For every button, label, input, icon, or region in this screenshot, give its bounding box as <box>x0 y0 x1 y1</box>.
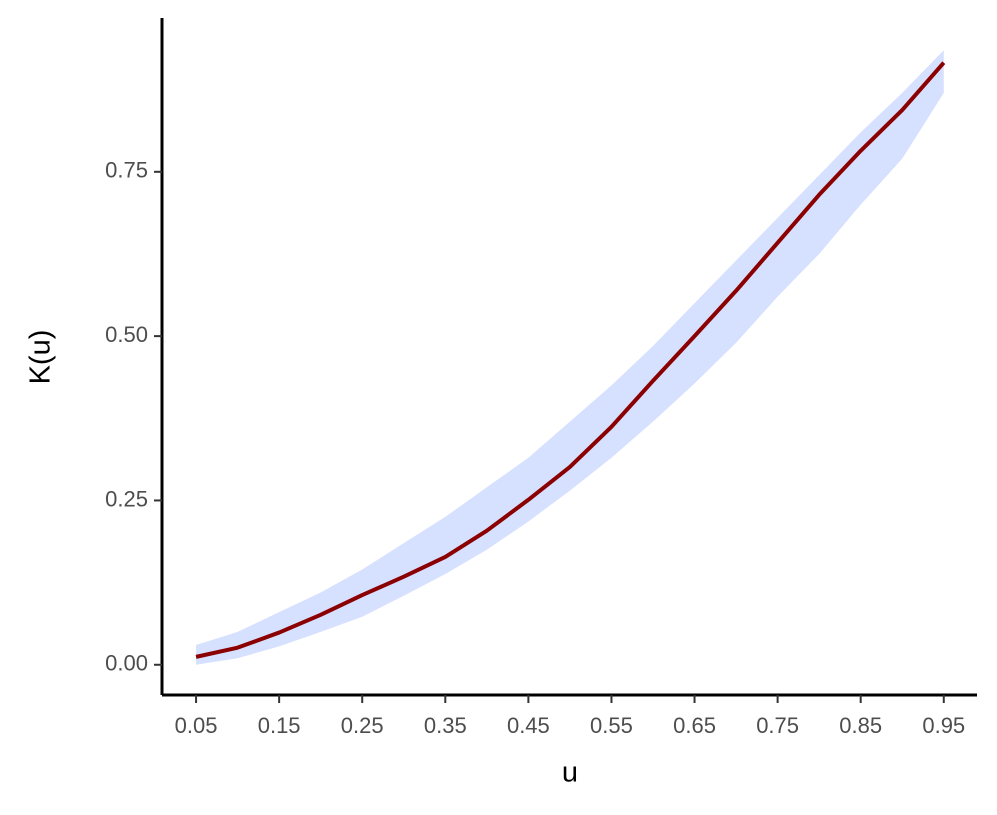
x-tick-label: 0.85 <box>839 713 882 738</box>
x-tick-label: 0.45 <box>507 713 550 738</box>
y-tick-label: 0.50 <box>105 322 148 347</box>
y-axis-title: K(u) <box>25 330 57 385</box>
y-tick-label: 0.25 <box>105 486 148 511</box>
x-tick-label: 0.95 <box>922 713 965 738</box>
x-tick-label: 0.35 <box>424 713 467 738</box>
x-tick-label: 0.25 <box>341 713 384 738</box>
x-tick-label: 0.05 <box>175 713 218 738</box>
x-tick-label: 0.75 <box>756 713 799 738</box>
x-axis-title: u <box>562 757 578 789</box>
y-tick-label: 0.00 <box>105 651 148 676</box>
y-tick-label: 0.75 <box>105 158 148 183</box>
line <box>195 61 946 659</box>
confidence-band <box>196 50 944 665</box>
x-tick-label: 0.65 <box>673 713 716 738</box>
x-tick-label: 0.55 <box>590 713 633 738</box>
x-tick-label: 0.15 <box>258 713 301 738</box>
